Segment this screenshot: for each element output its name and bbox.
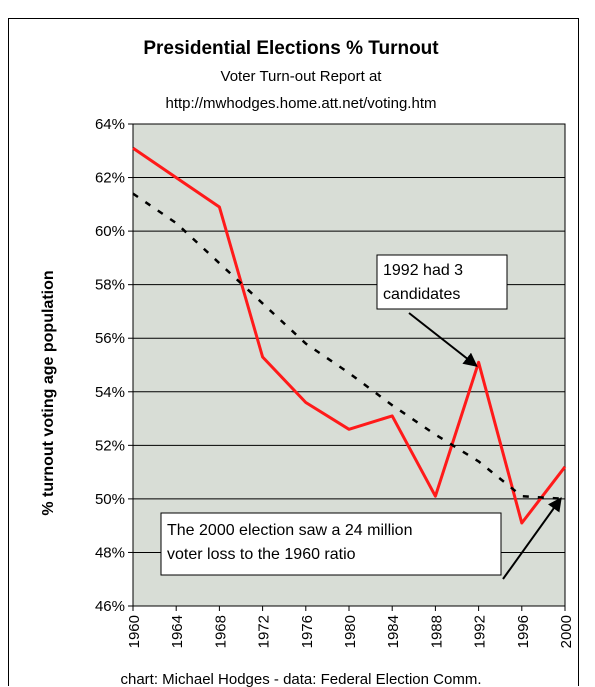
x-tick-label: 1968 xyxy=(212,615,229,648)
y-tick-label: 58% xyxy=(95,277,125,294)
y-axis-label: % turnout voting age population xyxy=(40,270,57,515)
y-tick-label: 62% xyxy=(95,170,125,187)
y-tick-label: 56% xyxy=(95,330,125,347)
annotation-box-1992 xyxy=(376,254,508,310)
x-tick-label: 1988 xyxy=(428,615,445,648)
annotation-text-2000: voter loss to the 1960 ratio xyxy=(167,546,356,563)
x-tick-label: 1984 xyxy=(385,615,402,648)
x-axis-ticks: 1960 1964 1968 1972 1976 1980 1984 1988 1992 1996… xyxy=(126,606,575,648)
y-tick-label: 52% xyxy=(95,437,125,454)
annotations: 1992 had 3 candidates The 2000 election sa… xyxy=(160,254,562,580)
annotation-arrow-1992 xyxy=(408,312,478,367)
y-axis-ticks: 46% 48% 50% 52% 54% 56% 58% 60% 62% 64% xyxy=(95,116,133,615)
x-tick-label: 1964 xyxy=(169,615,186,648)
chart-frame: Presidential Elections % Turnout Voter T… xyxy=(8,18,579,687)
x-tick-label: 1960 xyxy=(126,615,143,648)
chart-footer: chart: Michael Hodges - data: Federal El… xyxy=(121,671,482,687)
y-tick-label: 46% xyxy=(95,598,125,615)
chart-title: Presidential Elections % Turnout xyxy=(143,38,439,59)
y-tick-label: 50% xyxy=(95,491,125,508)
y-tick-label: 60% xyxy=(95,223,125,240)
annotation-text-1992: 1992 had 3 xyxy=(383,262,463,279)
x-tick-label: 1972 xyxy=(256,615,273,648)
x-tick-label: 1996 xyxy=(515,615,532,648)
annotation-text-1992: candidates xyxy=(383,286,460,303)
trend-line-dashed xyxy=(132,192,566,501)
x-tick-label: 1976 xyxy=(299,615,316,648)
y-tick-label: 54% xyxy=(95,384,125,401)
annotation-text-2000: The 2000 election saw a 24 million xyxy=(167,522,412,539)
turnout-line xyxy=(132,146,567,525)
series-group xyxy=(132,146,567,525)
y-tick-label: 64% xyxy=(95,116,125,133)
annotation-box-2000 xyxy=(160,512,502,576)
turnout-chart: Presidential Elections % Turnout Voter T… xyxy=(40,38,575,687)
chart-subtitle-line1: Voter Turn-out Report at xyxy=(221,68,383,85)
x-tick-label: 1980 xyxy=(342,615,359,648)
x-tick-label: 1992 xyxy=(472,615,489,648)
chart-subtitle-line2: http://mwhodges.home.att.net/voting.htm xyxy=(166,95,437,112)
x-tick-label: 2000 xyxy=(558,615,575,648)
y-tick-label: 48% xyxy=(95,544,125,561)
annotation-arrow-2000 xyxy=(502,497,562,580)
